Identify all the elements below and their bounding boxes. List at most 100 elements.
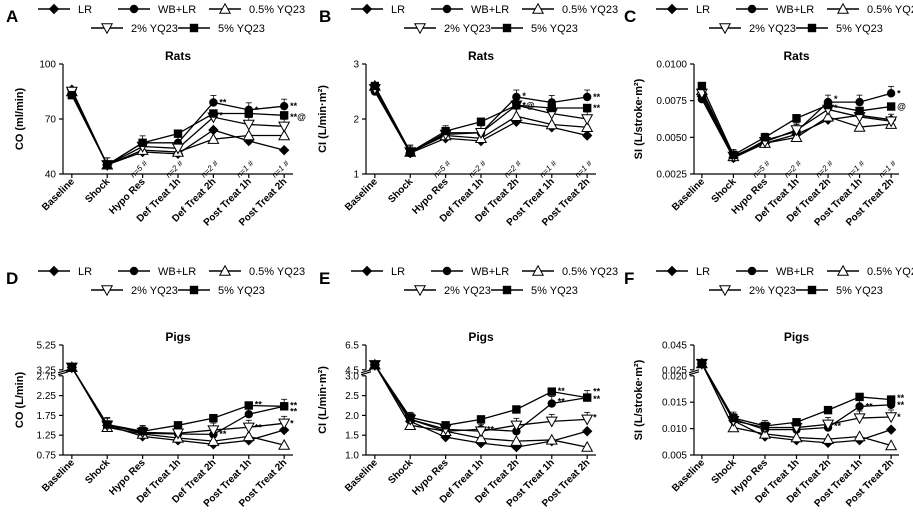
legend-marker-icon xyxy=(666,3,678,15)
legend-marker-icon xyxy=(442,266,452,276)
legend-label: LR xyxy=(78,4,92,16)
legend-item-2: 0.5% YQ23 xyxy=(827,2,913,16)
y-axis-label: SI (L/stroke·m²) xyxy=(633,359,645,440)
significance-mark: * xyxy=(255,105,259,115)
panel-b: B LR WB+LR 0.5% YQ23 2% YQ23 5% YQ23 Rats 1 2 3 CI… xyxy=(317,2,618,229)
y-tick-label: 2.75 xyxy=(37,371,57,382)
data-point xyxy=(547,103,556,113)
data-point xyxy=(582,92,592,102)
panel-title: Pigs xyxy=(468,330,494,344)
legend-label: WB+LR xyxy=(158,4,196,16)
legend-label: 0.5% YQ23 xyxy=(867,266,913,278)
y-axis-label: CI (L/min·m²) xyxy=(317,366,329,434)
legend-item-3: 2% YQ23 xyxy=(404,285,491,297)
y-tick-label: 1 xyxy=(353,170,359,181)
y-tick-label: 70 xyxy=(45,115,57,126)
significance-mark: ** xyxy=(255,400,263,410)
data-point xyxy=(821,432,835,444)
data-point xyxy=(103,420,112,429)
data-point xyxy=(512,405,521,414)
legend-marker-icon xyxy=(531,2,545,14)
data-point xyxy=(510,110,523,121)
panel-title: Rats xyxy=(165,49,191,63)
data-point xyxy=(855,106,864,116)
data-point xyxy=(853,413,866,425)
data-point xyxy=(244,401,253,410)
legend-marker-icon xyxy=(361,265,373,277)
legend-item-1: WB+LR xyxy=(736,4,814,16)
data-point xyxy=(67,90,77,100)
significance-mark: * xyxy=(290,418,294,428)
data-point xyxy=(207,434,220,446)
significance-mark: ** xyxy=(558,386,566,396)
x-tick-label: Baseline xyxy=(40,457,77,494)
significance-mark: ** xyxy=(558,397,566,407)
significance-mark: * xyxy=(834,94,838,104)
legend-item-4: 5% YQ23 xyxy=(796,285,883,297)
data-point xyxy=(242,119,255,131)
data-point xyxy=(885,439,898,451)
panel-title: Rats xyxy=(783,49,809,63)
legend-marker-icon xyxy=(413,285,427,297)
y-axis: 1 2 3 CI (L/min·m²) xyxy=(317,60,367,181)
y-tick-label: 3 xyxy=(353,60,359,71)
y-axis: 1.0 1.5 2.0 2.5 3.04.5 6.5 CI (L/min·m²) xyxy=(317,341,372,462)
legend-item-2: 0.5% YQ23 xyxy=(209,264,305,278)
y-tick-label: 1.25 xyxy=(37,431,57,442)
x-tick-label: Baseline xyxy=(343,176,380,213)
legend-item-2: 0.5% YQ23 xyxy=(522,2,618,16)
x-tick-label: Shock xyxy=(386,176,415,205)
data-point xyxy=(512,92,521,102)
legend-label: WB+LR xyxy=(776,4,814,16)
legend-item-3: 2% YQ23 xyxy=(91,23,178,35)
data-point xyxy=(581,114,594,126)
y-axis-label: CO (ml/min) xyxy=(14,88,26,151)
legend-item-0: LR xyxy=(38,265,92,278)
legend-item-0: LR xyxy=(351,265,405,278)
legend-item-3: 2% YQ23 xyxy=(404,23,491,35)
x-tick-label: Shock xyxy=(710,176,739,205)
legend-marker-icon xyxy=(361,3,373,15)
data-point xyxy=(582,103,592,113)
x-tick-label: Shock xyxy=(386,457,415,486)
legend-label: 2% YQ23 xyxy=(444,285,491,297)
data-point xyxy=(727,421,740,433)
series-5-yq23 xyxy=(67,363,289,436)
legend-label: 0.5% YQ23 xyxy=(562,266,618,278)
legend-label: 5% YQ23 xyxy=(836,23,883,35)
data-point xyxy=(697,81,707,91)
data-point xyxy=(512,101,521,110)
data-point xyxy=(510,434,523,446)
data-point xyxy=(474,432,488,444)
y-tick-label: 3.25 xyxy=(37,365,57,376)
legend-label: 0.5% YQ23 xyxy=(562,4,618,16)
panel-a: A LR WB+LR 0.5% YQ23 2% YQ23 5% YQ23 Rats 40 70 1… xyxy=(6,2,306,229)
data-point xyxy=(760,421,770,431)
data-point xyxy=(474,128,488,139)
panel-letter: E xyxy=(319,269,330,288)
data-point xyxy=(207,425,220,437)
y-tick-label: 2 xyxy=(353,115,359,126)
data-point xyxy=(792,418,801,427)
data-point xyxy=(790,125,803,137)
y-tick-label: 0.75 xyxy=(37,451,57,462)
legend-label: 0.5% YQ23 xyxy=(867,4,913,16)
y-axis-label: SI (L/stroke·m²) xyxy=(633,78,645,159)
data-point xyxy=(886,89,896,98)
y-tick-label: 4.5 xyxy=(345,365,359,376)
legend-label: 5% YQ23 xyxy=(531,23,578,35)
legend-marker-icon xyxy=(807,285,817,295)
legend-label: 2% YQ23 xyxy=(749,23,796,35)
data-point xyxy=(242,430,255,442)
x-tick-label: Shock xyxy=(710,457,739,486)
significance-mark: ** xyxy=(290,406,298,416)
significance-mark: ** xyxy=(219,429,227,439)
data-point xyxy=(370,81,380,91)
data-point xyxy=(545,433,558,445)
data-point xyxy=(853,430,866,442)
legend-marker-icon xyxy=(48,3,60,15)
